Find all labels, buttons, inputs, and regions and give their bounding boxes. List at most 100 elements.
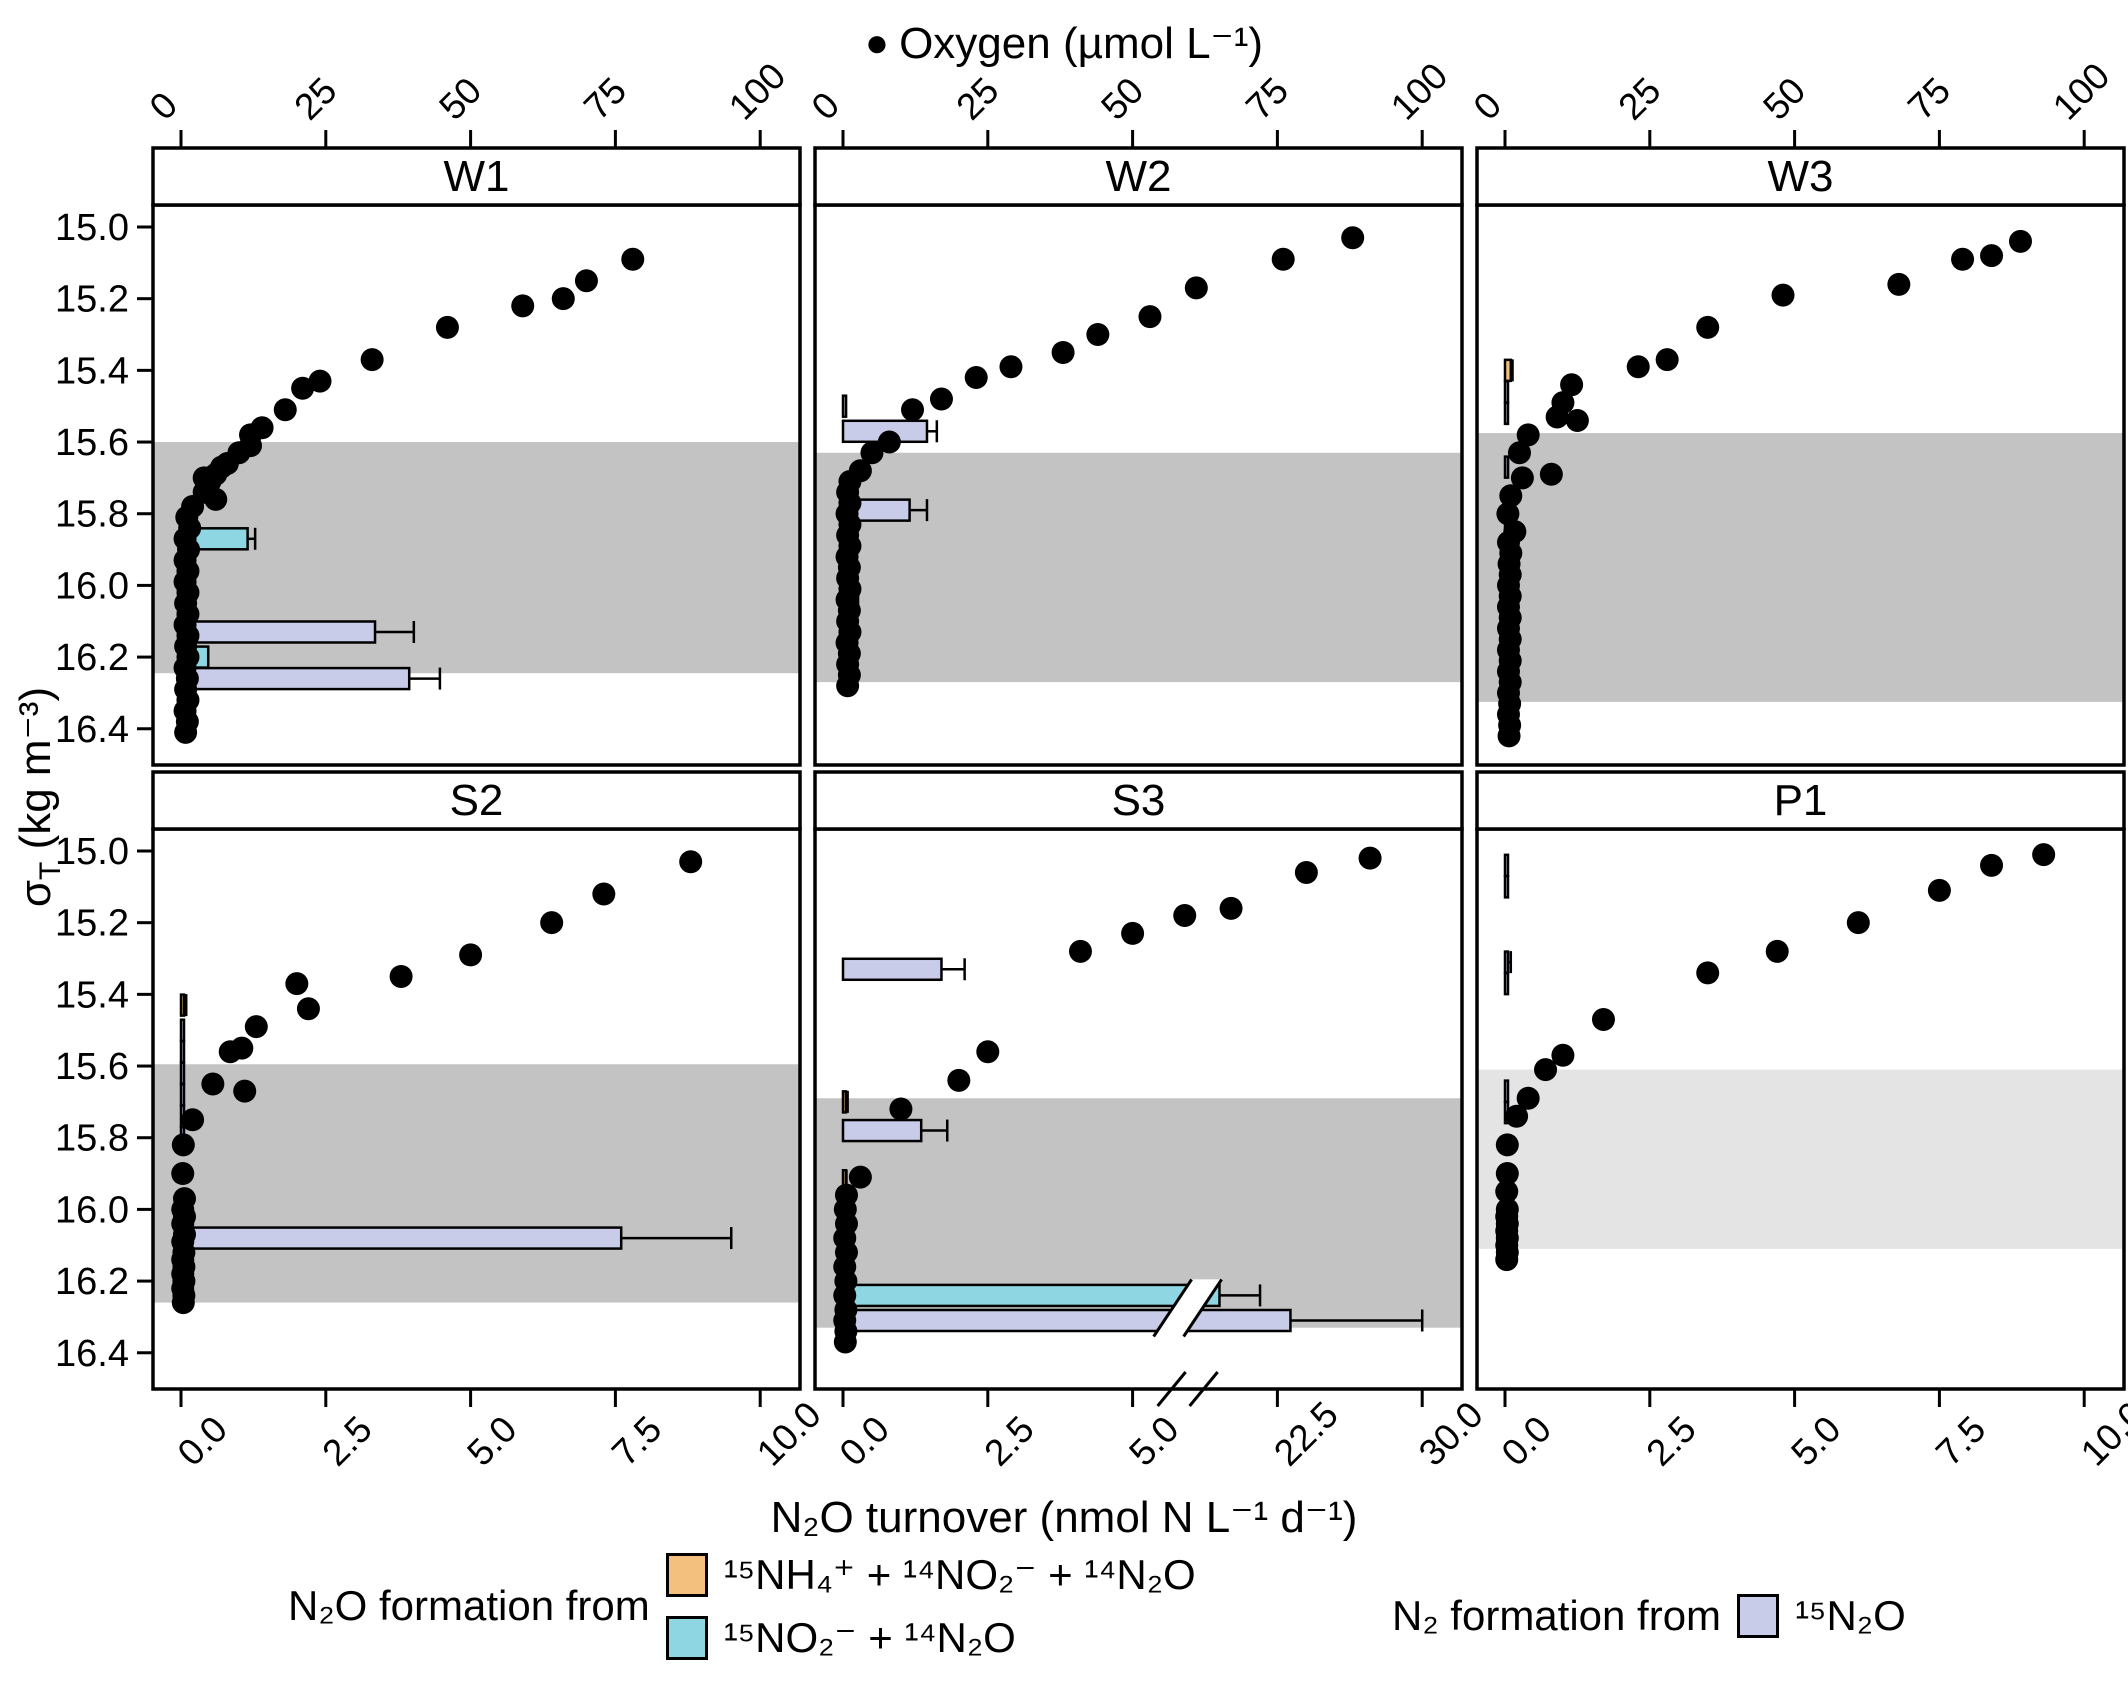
- panel-S3: S30.0 2.5 5.0 22.5 30.0: [813, 770, 1491, 1474]
- oxygen-tick-label: 100: [721, 55, 794, 128]
- oxygen-point: [1497, 724, 1521, 748]
- sigma-tick-label: 15.6: [55, 422, 129, 464]
- bar-purple-P1: [1503, 971, 1510, 996]
- oxygen-point: [1495, 1179, 1519, 1203]
- oxygen-point: [308, 369, 332, 393]
- oxygen-point: [2032, 843, 2056, 867]
- sigma-tick-label: 16.0: [55, 565, 129, 607]
- oxygen-point: [999, 355, 1023, 379]
- turnover-tick-label: 2.5: [1638, 1408, 1703, 1473]
- legend-entry-nh4-label: ¹⁵NH₄⁺ + ¹⁴NO₂⁻ + ¹⁴N₂O: [723, 1551, 1196, 1598]
- oxygen-point: [574, 269, 598, 293]
- oxygen-point: [1496, 502, 1520, 526]
- oxygen-point: [929, 387, 953, 411]
- panel-title-S3: S3: [1112, 776, 1166, 825]
- oxygen-point: [459, 943, 483, 967]
- oxygen-point: [2008, 229, 2032, 253]
- odz-band-P1: [1477, 1069, 2124, 1249]
- oxygen-point: [877, 430, 901, 454]
- oxygen-point: [1591, 1007, 1615, 1031]
- bar-purple-S2: [179, 1018, 186, 1042]
- sigma-tick-label: 15.0: [55, 207, 129, 249]
- oxygen-point: [1505, 1104, 1529, 1128]
- bar-purple-S2: [179, 1082, 186, 1107]
- oxygen-point: [1980, 853, 2004, 877]
- oxygen-tick-label: 50: [1755, 70, 1813, 128]
- oxygen-point: [1927, 878, 1951, 902]
- oxygen-tick-label: 25: [1610, 70, 1668, 128]
- oxygen-point-icon: ●: [864, 21, 890, 65]
- turnover-tick-label: 0.0: [832, 1408, 897, 1473]
- oxygen-point: [1534, 1058, 1558, 1082]
- bar-orange-W3: [1503, 358, 1513, 383]
- oxygen-tick-label: 0: [142, 84, 186, 128]
- oxygen-point: [1539, 462, 1563, 486]
- oxygen-point: [889, 1097, 913, 1121]
- turnover-tick-label: 5.0: [1783, 1408, 1848, 1473]
- orange-swatch-icon: [665, 1552, 708, 1597]
- oxygen-point: [1294, 861, 1318, 885]
- legend-n2o-formation: N₂O formation from ¹⁵NH₄⁺ + ¹⁴NO₂⁻ + ¹⁴N…: [288, 1550, 1196, 1662]
- oxygen-point: [1068, 939, 1092, 963]
- turnover-tick-label: 0.0: [1494, 1408, 1559, 1473]
- oxygen-point: [1696, 961, 1720, 985]
- oxygen-tick-label: 50: [1093, 70, 1151, 128]
- oxygen-point: [1219, 896, 1243, 920]
- oxygen-point: [273, 398, 297, 422]
- oxygen-point: [1887, 272, 1911, 296]
- bar-purple-S2: [179, 1039, 186, 1064]
- oxygen-point: [621, 247, 645, 271]
- oxygen-tick-label: 100: [1383, 55, 1456, 128]
- top-axis-title: ● Oxygen (µmol L⁻¹): [0, 18, 2128, 69]
- bar-orange-S2: [179, 993, 186, 1017]
- oxygen-point: [1495, 1162, 1519, 1186]
- bar-break-gap: [1153, 1279, 1222, 1337]
- oxygen-point: [285, 972, 309, 996]
- oxygen-point: [291, 376, 315, 400]
- oxygen-point: [1341, 226, 1365, 250]
- odz-band-W3: [1477, 433, 2124, 702]
- oxygen-tick-label: 100: [2045, 55, 2118, 128]
- oxygen-point: [1560, 373, 1584, 397]
- oxygen-point: [1495, 1133, 1519, 1157]
- oxygen-point: [511, 294, 535, 318]
- panel-W1: W1 0 25 50 75 100 15.0 15.2 15.4 15.6 15.8 16.0 16.2…: [55, 55, 802, 767]
- bar-purple-P1: [1503, 853, 1510, 878]
- oxygen-point: [901, 398, 925, 422]
- oxygen-point: [1086, 323, 1110, 347]
- bottom-axis-title: N₂O turnover (nmol N L⁻¹ d⁻¹): [770, 1493, 1358, 1542]
- oxygen-point: [964, 366, 988, 390]
- turnover-tick-label: 5.0: [459, 1408, 524, 1473]
- panel-W2: W2 0 25 50 75 100: [804, 55, 1464, 767]
- oxygen-point: [360, 348, 384, 372]
- oxygen-point: [1173, 904, 1197, 928]
- oxygen-point: [1696, 315, 1720, 339]
- bar-purple-P1: [1503, 1079, 1510, 1103]
- sigma-tick-label: 15.8: [55, 1118, 129, 1160]
- turnover-tick-label: 7.5: [1928, 1408, 1993, 1473]
- legend-n2-formation: N₂ formation from ¹⁵N₂O: [1392, 1592, 1906, 1640]
- bar-purple-W3: [1503, 380, 1510, 404]
- oxygen-point: [174, 720, 198, 744]
- oxygen-point: [860, 441, 884, 465]
- teal-swatch-icon: [665, 1615, 708, 1660]
- bar-purple-W3: [1503, 401, 1510, 426]
- legend-entry-no2: ¹⁵NO₂⁻ + ¹⁴N₂O: [665, 1613, 1196, 1662]
- oxygen-point: [1655, 348, 1679, 372]
- legend-entry-no2-label: ¹⁵NO₂⁻ + ¹⁴N₂O: [723, 1614, 1016, 1661]
- panel-S2: S20.0 2.5 5.0 7.5 10.015.015.215.415.615.816…: [55, 770, 829, 1474]
- sigma-tick-label: 15.4: [55, 974, 129, 1016]
- oxygen-point: [833, 1330, 857, 1354]
- bar-purple-P1: [1503, 950, 1510, 974]
- oxygen-tick-label: 75: [1238, 70, 1296, 128]
- oxygen-point: [836, 674, 860, 698]
- bar-purple-W3: [1503, 455, 1510, 479]
- oxygen-tick-label: 25: [286, 70, 344, 128]
- panel-title-W1: W1: [444, 152, 510, 201]
- oxygen-tick-label: 0: [804, 84, 848, 128]
- bar-orange-S3: [841, 1090, 848, 1114]
- oxygen-point: [1138, 305, 1162, 329]
- sigma-tick-label: 16.2: [55, 637, 129, 679]
- turnover-tick-label: 5.0: [1121, 1408, 1186, 1473]
